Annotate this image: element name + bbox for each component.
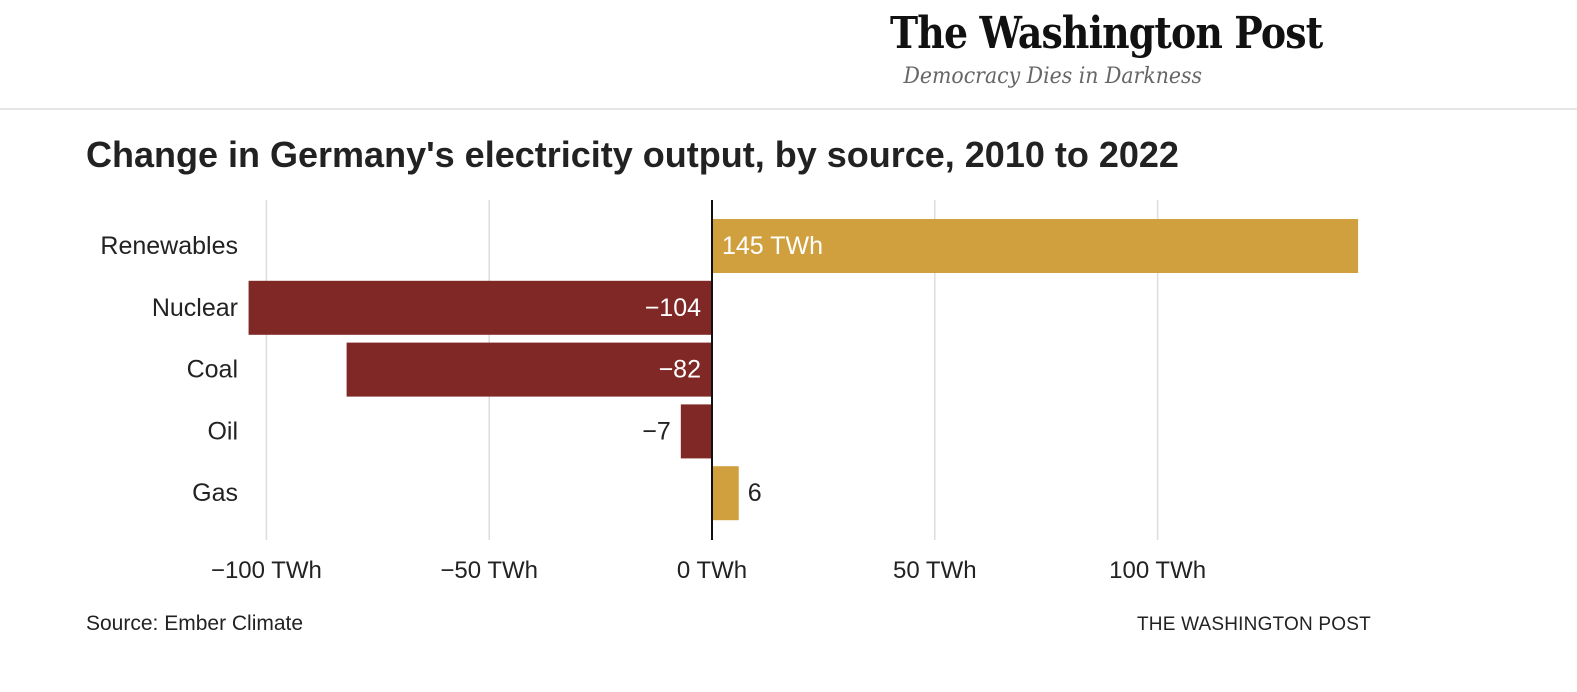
data-label: 6 xyxy=(748,479,762,507)
source-note: Source: Ember Climate xyxy=(86,612,304,635)
bar-chart: −100 TWh −50 TWh 0 TWh 50 TWh 100 TWh Renewab… xyxy=(100,200,1359,584)
bar-oil xyxy=(680,404,712,459)
x-tick-label: 0 TWh xyxy=(677,557,747,584)
logo-tagline: Democracy Dies in Darkness xyxy=(903,64,1203,89)
category-label: Oil xyxy=(207,417,238,445)
logo-wordmark: The Washington Post xyxy=(890,8,1323,59)
data-label: −104 xyxy=(645,294,701,322)
category-label: Renewables xyxy=(100,232,238,260)
category-label: Nuclear xyxy=(152,294,238,322)
x-tick-label: 50 TWh xyxy=(893,557,977,584)
masthead: The Washington Post Democracy Dies in Da… xyxy=(0,0,1577,110)
bar-coal xyxy=(346,342,712,397)
x-tick-label: −100 TWh xyxy=(211,557,322,584)
category-label: Gas xyxy=(192,479,238,507)
x-tick-label: −50 TWh xyxy=(440,557,538,584)
data-label: 145 TWh xyxy=(722,232,823,260)
x-tick-label: 100 TWh xyxy=(1109,557,1206,584)
bar-nuclear xyxy=(248,280,713,335)
category-label: Coal xyxy=(187,356,238,384)
bar-gas xyxy=(712,466,739,521)
chart-title: Change in Germany's electricity output, … xyxy=(86,134,1179,175)
credit-line: THE WASHINGTON POST xyxy=(1137,614,1371,635)
data-label: −7 xyxy=(642,417,671,445)
data-label: −82 xyxy=(659,356,701,384)
bar-renewables xyxy=(712,219,1359,273)
